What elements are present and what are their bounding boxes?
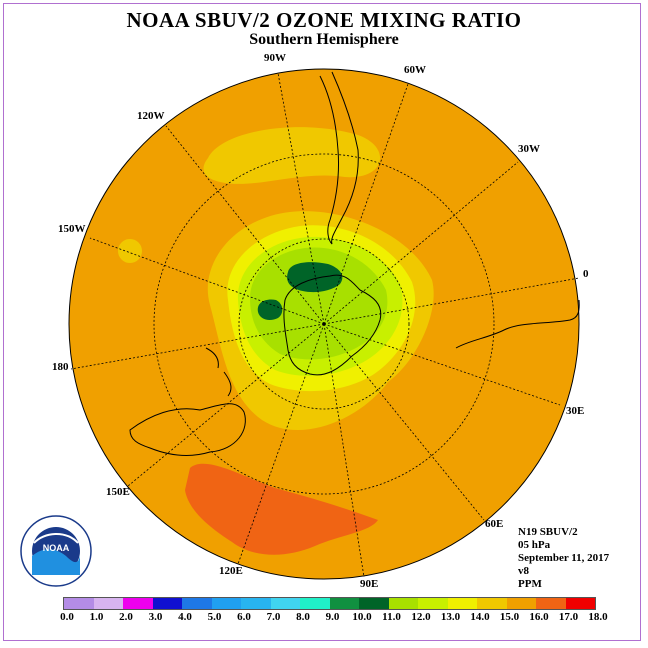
scale-label: 8.0 bbox=[296, 611, 310, 623]
contour-15-16 bbox=[185, 463, 378, 555]
contour-13-14 bbox=[203, 127, 381, 184]
scale-label: 9.0 bbox=[325, 611, 340, 623]
coastlines bbox=[129, 71, 580, 456]
noaa-logo: NOAA bbox=[20, 515, 92, 587]
version-label: v8 bbox=[518, 565, 529, 577]
scale-label: 13.0 bbox=[440, 611, 461, 623]
scale-label: 0.0 bbox=[60, 611, 74, 623]
antarctica-coast bbox=[283, 274, 382, 376]
scale-swatch bbox=[270, 598, 300, 609]
scale-swatch bbox=[447, 598, 477, 609]
map-subtitle: Southern Hemisphere bbox=[249, 31, 399, 48]
scale-label: 1.0 bbox=[89, 611, 104, 623]
date-label: September 11, 2017 bbox=[518, 552, 610, 564]
lon-label-30w: 30W bbox=[518, 143, 540, 155]
scale-swatch bbox=[388, 598, 418, 609]
scale-swatch bbox=[565, 598, 595, 609]
lon-label-150e: 150E bbox=[106, 486, 130, 498]
scale-swatch bbox=[536, 598, 566, 609]
lon-label-120e: 120E bbox=[219, 565, 243, 577]
scale-label: 14.0 bbox=[470, 611, 490, 623]
scale-swatch bbox=[123, 598, 153, 609]
satellite-name: N19 SBUV/2 bbox=[518, 526, 578, 538]
new-zealand-coast bbox=[205, 347, 232, 397]
scale-swatch bbox=[300, 598, 330, 609]
scale-swatch bbox=[329, 598, 359, 609]
lon-label-180: 180 bbox=[52, 361, 69, 373]
scale-swatch bbox=[182, 598, 212, 609]
scale-swatch bbox=[211, 598, 241, 609]
units-label: PPM bbox=[518, 578, 542, 590]
noaa-logo-text: NOAA bbox=[43, 543, 70, 553]
scale-label: 18.0 bbox=[588, 611, 608, 623]
scale-label: 12.0 bbox=[411, 611, 431, 623]
scale-swatch bbox=[152, 598, 182, 609]
scale-label: 17.0 bbox=[558, 611, 579, 623]
lon-label-0: 0 bbox=[583, 268, 589, 280]
color-scale-labels: 0.0 1.0 2.0 3.0 4.0 5.0 6.0 7.0 8.0 9.0 10.0 11.0 12… bbox=[60, 610, 608, 624]
lon-label-120w: 120W bbox=[137, 110, 165, 122]
graticule bbox=[70, 72, 580, 578]
lon-label-60w: 60W bbox=[404, 64, 426, 76]
contour-9-10b bbox=[257, 299, 283, 320]
map-title: NOAA SBUV/2 OZONE MIXING RATIO bbox=[126, 8, 522, 32]
australia-coast bbox=[129, 403, 246, 456]
map-boundary bbox=[68, 68, 580, 580]
lon-label-90w: 90W bbox=[264, 52, 286, 64]
africa-coast bbox=[455, 299, 580, 349]
scale-swatch bbox=[93, 598, 123, 609]
scale-swatch bbox=[506, 598, 536, 609]
scale-label: 6.0 bbox=[237, 611, 251, 623]
color-scale: 0.0 1.0 2.0 3.0 4.0 5.0 6.0 7.0 8.0 9.0 10.0 11.0 12… bbox=[60, 597, 608, 624]
scale-label: 16.0 bbox=[529, 611, 549, 623]
lon-label-150w: 150W bbox=[58, 223, 86, 235]
scale-swatch bbox=[359, 598, 389, 609]
scale-swatch bbox=[241, 598, 271, 609]
contour-9-10a bbox=[287, 262, 343, 293]
lon-label-30e: 30E bbox=[566, 405, 585, 417]
color-scale-bar bbox=[63, 597, 596, 610]
plot-frame bbox=[3, 3, 641, 641]
scale-label: 5.0 bbox=[207, 611, 222, 623]
scale-label: 7.0 bbox=[266, 611, 281, 623]
scale-label: 10.0 bbox=[352, 611, 372, 623]
scale-label: 4.0 bbox=[178, 611, 192, 623]
lon-label-60e: 60E bbox=[485, 518, 504, 530]
scale-swatch bbox=[418, 598, 448, 609]
scale-swatch bbox=[64, 598, 94, 609]
pressure-level: 05 hPa bbox=[518, 539, 551, 551]
info-block: N19 SBUV/2 05 hPa September 11, 2017 v8 … bbox=[518, 526, 609, 591]
scale-label: 2.0 bbox=[119, 611, 133, 623]
south-america-coast bbox=[319, 71, 359, 245]
lon-label-90e: 90E bbox=[360, 578, 379, 590]
scale-label: 15.0 bbox=[499, 611, 520, 623]
scale-label: 3.0 bbox=[148, 611, 163, 623]
scale-label: 11.0 bbox=[382, 611, 401, 623]
scale-swatch bbox=[477, 598, 507, 609]
